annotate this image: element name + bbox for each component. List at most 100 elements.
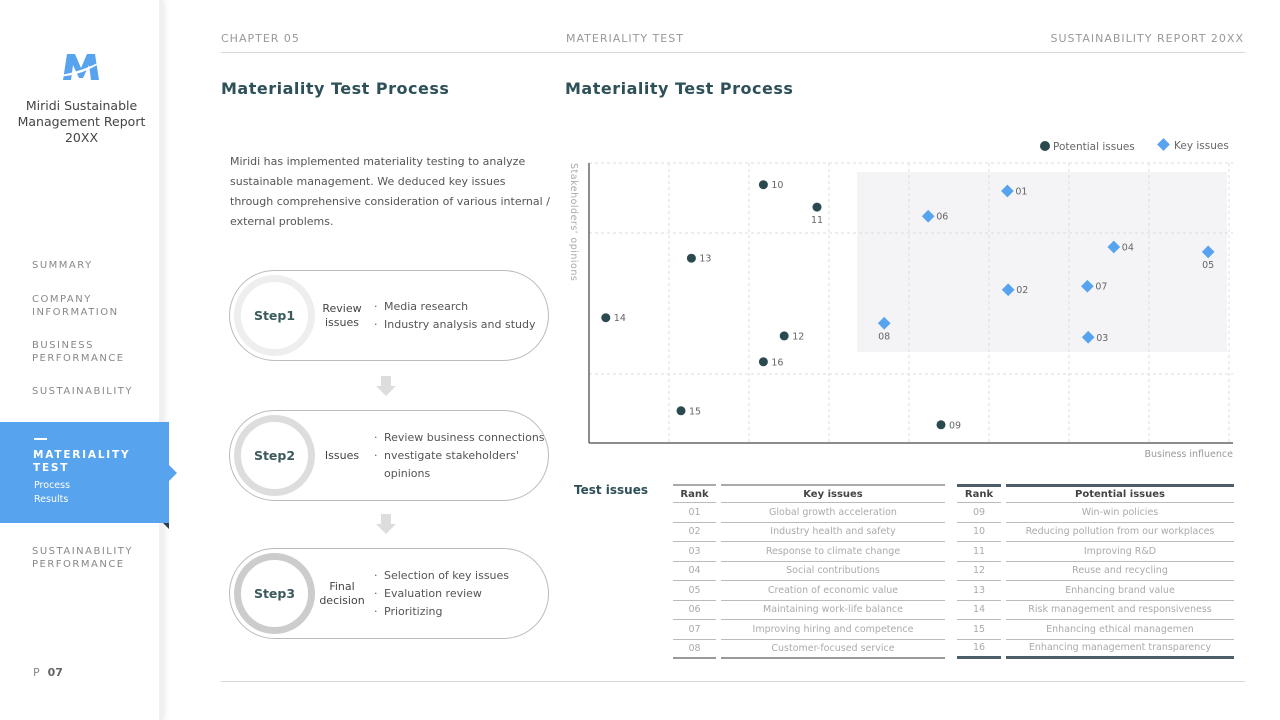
table-row: 14 Risk management and responsiveness <box>957 601 1234 620</box>
key-issue-zone <box>857 172 1227 352</box>
table-row: 03 Response to climate change <box>673 542 945 562</box>
rank-cell: 03 <box>673 542 716 562</box>
point-14 <box>601 313 611 323</box>
miridi-logo <box>55 54 107 80</box>
step-3: Step3 Final decision Selection of key is… <box>229 548 549 639</box>
y-axis-label: Stakeholders' opinions <box>568 163 579 282</box>
active-dash <box>34 438 47 440</box>
page-number-value: 07 <box>47 666 63 679</box>
point-label: 09 <box>949 420 961 431</box>
point-label: 12 <box>792 331 804 342</box>
table-row: 07 Improving hiring and competence <box>673 620 945 640</box>
nav-sustainability-performance[interactable]: SUSTAINABILITY PERFORMANCE <box>32 546 134 570</box>
step-item: nvestigate stakeholders' opinions <box>374 447 549 483</box>
issue-cell: Industry health and safety <box>721 523 945 542</box>
step-items: Media researchIndustry analysis and stud… <box>374 298 549 334</box>
circle-marker-icon <box>1040 141 1050 151</box>
step-items: Selection of key issuesEvaluation review… <box>374 567 549 621</box>
table-row: 01 Global growth acceleration <box>673 503 945 523</box>
point-label: 03 <box>1096 333 1108 344</box>
step-item: Prioritizing <box>374 603 549 621</box>
issue-cell: Enhancing management transparency <box>1006 640 1234 659</box>
point-10 <box>758 180 768 190</box>
rank-cell: 09 <box>957 503 1001 523</box>
intro-text: Miridi has implemented materiality testi… <box>230 155 550 228</box>
scatter-plot: 09 10 11 12 13 14 15 16 01 02 03 04 05 06 07 08 <box>588 162 1233 444</box>
issue-cell: Maintaining work-life balance <box>721 601 945 620</box>
table-row: 11 Improving R&D <box>957 542 1234 562</box>
legend-key: Key issues <box>1157 138 1229 152</box>
down-arrow-icon <box>376 514 396 534</box>
fold-corner <box>163 523 169 529</box>
legend-label: Potential issues <box>1053 141 1135 153</box>
col-rank: Rank <box>673 484 716 503</box>
step-title: Issues <box>324 448 360 462</box>
issue-cell: Creation of economic value <box>721 581 945 601</box>
table-row: 09 Win-win policies <box>957 503 1234 523</box>
nav-materiality-test[interactable]: MATERIALITY TEST Process Results <box>0 422 177 529</box>
point-label: 10 <box>771 180 783 191</box>
point-16 <box>758 357 768 367</box>
right-title: Materiality Test Process <box>565 79 794 98</box>
page-prefix: P <box>33 666 40 679</box>
issue-cell: Reducing pollution from our workplaces <box>1006 523 1234 542</box>
materiality-chart: 09 10 11 12 13 14 15 16 01 02 03 04 05 06 07 08 Stakeho… <box>565 135 1245 465</box>
point-label: 07 <box>1095 282 1107 293</box>
issue-cell: Improving hiring and competence <box>721 620 945 640</box>
step-item: Industry analysis and study <box>374 316 549 334</box>
issue-cell: Response to climate change <box>721 542 945 562</box>
rank-cell: 07 <box>673 620 716 640</box>
page-number: P 07 <box>33 666 63 679</box>
nav-summary[interactable]: SUMMARY <box>32 260 93 271</box>
point-12 <box>779 331 789 341</box>
footer-divider <box>221 681 1245 682</box>
nav-business-performance[interactable]: BUSINESS PERFORMANCE <box>32 340 125 364</box>
brand-title: Miridi Sustainable Management Report 20X… <box>17 98 146 145</box>
table-row: 05 Creation of economic value <box>673 581 945 601</box>
nav-company-information[interactable]: COMPANY INFORMATION <box>32 294 119 318</box>
issue-cell: Customer-focused service <box>721 640 945 659</box>
point-label: 04 <box>1122 243 1134 254</box>
rank-cell: 13 <box>957 581 1001 601</box>
col-key-issues: Key issues <box>721 484 945 503</box>
issue-cell: Reuse and recycling <box>1006 562 1234 581</box>
point-label: 06 <box>936 212 948 223</box>
issue-cell: Social contributions <box>721 562 945 581</box>
header-chapter: CHAPTER 05 <box>221 32 300 45</box>
step-item: Media research <box>374 298 549 316</box>
table-row: 15 Enhancing ethical managemen <box>957 620 1234 640</box>
down-arrow-icon <box>376 376 396 396</box>
rank-cell: 01 <box>673 503 716 523</box>
step-item: Review business connections <box>374 429 549 447</box>
point-label: 13 <box>699 254 711 265</box>
issue-cell: Improving R&D <box>1006 542 1234 562</box>
legend-potential: Potential issues <box>1040 141 1135 153</box>
step-badge: Step2 <box>234 415 315 496</box>
issue-cell: Risk management and responsiveness <box>1006 601 1234 620</box>
nav-sub-results[interactable]: Results <box>34 494 69 505</box>
rank-cell: 02 <box>673 523 716 542</box>
step-items: Review business connectionsnvestigate st… <box>374 429 549 483</box>
active-pointer <box>169 465 177 481</box>
step-item: Evaluation review <box>374 585 549 603</box>
col-potential-issues: Potential issues <box>1006 484 1234 503</box>
point-label: 01 <box>1015 187 1027 198</box>
point-label: 08 <box>878 331 890 342</box>
header-divider <box>221 52 1245 53</box>
header-section: MATERIALITY TEST <box>566 32 684 45</box>
rank-cell: 08 <box>673 640 716 659</box>
nav-materiality-label: MATERIALITY TEST <box>33 449 131 474</box>
step-item: Selection of key issues <box>374 567 549 585</box>
issue-cell: Win-win policies <box>1006 503 1234 523</box>
point-label: 11 <box>811 215 823 226</box>
step-2: Step2 Issues Review business connections… <box>229 410 549 501</box>
point-01 <box>1001 184 1014 198</box>
rank-cell: 05 <box>673 581 716 601</box>
key-issues-table: Rank Key issues 01 Global growth accelerat… <box>668 484 950 659</box>
left-title: Materiality Test Process <box>221 79 450 98</box>
point-05 <box>1201 245 1215 259</box>
nav-sub-process[interactable]: Process <box>34 480 71 491</box>
x-axis-label: Business influence <box>1144 449 1233 460</box>
point-label: 14 <box>614 313 626 324</box>
nav-sustainability[interactable]: SUSTAINABILITY <box>32 386 134 397</box>
